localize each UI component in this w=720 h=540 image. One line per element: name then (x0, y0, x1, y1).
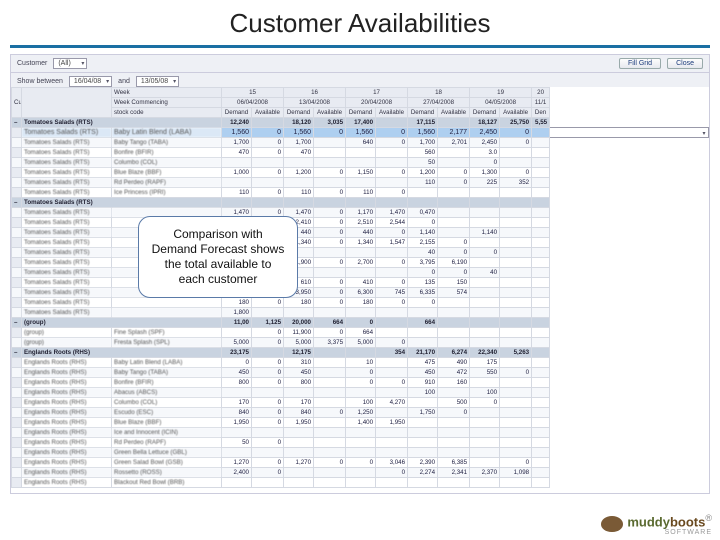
table-row[interactable]: Tomatoes Salads (RTS)Rd Perdeo (RAPF)110… (12, 178, 709, 188)
table-row[interactable]: Tomatoes Salads (RTS)Bonfire (BFIR)47004… (12, 148, 709, 158)
table-row[interactable]: Tomatoes Salads (RTS)2,41002,41002,5102,… (12, 218, 709, 228)
customer-select[interactable]: (All) (53, 58, 87, 69)
table-row[interactable]: Englands Roots (RHS)Ice and Innocent (IC… (12, 428, 709, 438)
table-row[interactable]: Tomatoes Salads (RTS)Columbo (COL)500 (12, 158, 709, 168)
title-rule (10, 45, 710, 48)
group-row[interactable]: –Englands Roots (RHS)23,17512,17535421,1… (12, 348, 709, 358)
table-row[interactable]: Tomatoes Salads (RTS)660061004100135150 (12, 278, 709, 288)
table-row[interactable]: Englands Roots (RHS)Blackout Red Bowl (B… (12, 478, 709, 488)
table-row[interactable]: Englands Roots (RHS)Abacus (ABCS)100100 (12, 388, 709, 398)
table-row[interactable]: Tomatoes Salads (RTS)1800180018000 (12, 298, 709, 308)
table-row[interactable]: Tomatoes Salads (RTS)Baby Latin Blend (L… (12, 128, 709, 138)
and-label: and (118, 78, 130, 85)
table-row[interactable]: Englands Roots (RHS)Bonfire (BFIR)800080… (12, 378, 709, 388)
table-row[interactable]: Tomatoes Salads (RTS)Blue Blaze (BBF)1,0… (12, 168, 709, 178)
table-row[interactable]: Englands Roots (RHS)Green Salad Bowl (GS… (12, 458, 709, 468)
table-row[interactable]: Englands Roots (RHS)Rossetto (ROSS)2,400… (12, 468, 709, 478)
between-label: Show between (17, 78, 63, 85)
table-row[interactable]: Englands Roots (RHS)Rd Perdeo (RAPF)500 (12, 438, 709, 448)
table-row[interactable]: Tomatoes Salads (RTS)4000 (12, 248, 709, 258)
table-row[interactable]: Tomatoes Salads (RTS)4,1104,1103,95006,3… (12, 288, 709, 298)
grid: Customer nameWeek151617181920Week Commen… (11, 87, 709, 493)
table-row[interactable]: Tomatoes Salads (RTS)1,34001,34001,3401,… (12, 238, 709, 248)
toolbar: Customer (All) Fill Grid Close (11, 55, 709, 73)
table-row[interactable]: Tomatoes Salads (RTS)Baby Tango (TABA)1,… (12, 138, 709, 148)
date-to-select[interactable]: 13/05/08 (136, 76, 179, 87)
boot-icon (601, 516, 623, 532)
table-row[interactable]: Englands Roots (RHS)Columbo (COL)1700170… (12, 398, 709, 408)
table-row[interactable]: (group)Fresta Splash (SPL)5,00005,0003,3… (12, 338, 709, 348)
table-row[interactable]: Tomatoes Salads (RTS)1,47001,47001,1701,… (12, 208, 709, 218)
table-row[interactable]: Englands Roots (RHS)Escudo (ESC)84008400… (12, 408, 709, 418)
table-row[interactable]: Tomatoes Salads (RTS)1,90001,90002,70003… (12, 258, 709, 268)
group-row[interactable]: –(group)11,001,12520,0006640664 (12, 318, 709, 328)
group-row[interactable]: –Tomatoes Salads (RTS) (12, 198, 709, 208)
table-row[interactable]: Tomatoes Salads (RTS)0040 (12, 268, 709, 278)
table-row[interactable]: Englands Roots (RHS)Blue Blaze (BBF)1,95… (12, 418, 709, 428)
data-table[interactable]: Customer nameWeek151617181920Week Commen… (11, 87, 709, 488)
customer-label: Customer (17, 60, 47, 67)
table-row[interactable]: (group)Fine Splash (SPF)011,9000664 (12, 328, 709, 338)
table-row[interactable]: Tomatoes Salads (RTS)4400440044001,1401,… (12, 228, 709, 238)
table-row[interactable]: Englands Roots (RHS)Baby Latin Blend (LA… (12, 358, 709, 368)
table-row[interactable]: Tomatoes Salads (RTS)Ice Princess (IPRI)… (12, 188, 709, 198)
date-from-select[interactable]: 16/04/08 (69, 76, 112, 87)
table-row[interactable]: Englands Roots (RHS)Green Bella Lettuce … (12, 448, 709, 458)
logo: muddyboots® SOFTWARE (601, 513, 712, 536)
fill-grid-button[interactable]: Fill Grid (619, 58, 661, 69)
app-window: Customer (All) Fill Grid Close Show betw… (10, 54, 710, 494)
group-row[interactable]: –Tomatoes Salads (RTS)12,24018,1203,0351… (12, 118, 709, 128)
table-row[interactable]: Tomatoes Salads (RTS)1,800 (12, 308, 709, 318)
close-button[interactable]: Close (667, 58, 703, 69)
callout: Comparison with Demand Forecast shows th… (138, 216, 298, 298)
page-title: Customer Availabilities (0, 0, 720, 45)
table-row[interactable]: Englands Roots (RHS)Baby Tango (TABA)450… (12, 368, 709, 378)
